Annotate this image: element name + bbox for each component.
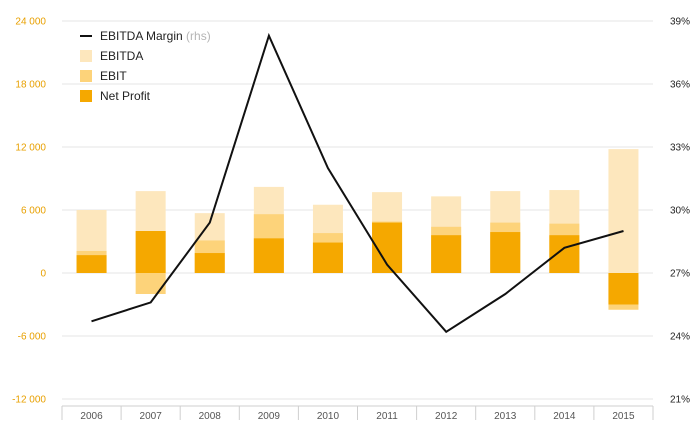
x-tick-label: 2015 <box>612 411 635 422</box>
y-right-tick-label: 30% <box>670 206 690 217</box>
bar-ebit <box>135 273 166 294</box>
x-tick-label: 2008 <box>199 411 222 422</box>
x-tick-label: 2013 <box>494 411 517 422</box>
bar-net-profit <box>490 232 521 273</box>
axes: -12 000 -6 000 0 6 000 12 000 18 000 24 000 21%… <box>12 17 690 423</box>
y-right-tick-label: 27% <box>670 269 690 280</box>
legend-swatch-ebitda <box>80 50 92 62</box>
bar-ebitda <box>608 149 639 273</box>
legend: EBITDA Margin (rhs) EBITDA EBIT Net Profit <box>80 29 211 103</box>
y-right-tick-label: 33% <box>670 143 690 154</box>
bar-net-profit <box>194 253 225 273</box>
legend-label-ebit: EBIT <box>100 69 127 83</box>
line-ebitda-margin <box>91 32 624 334</box>
y-left-tick-label: 6 000 <box>21 206 46 217</box>
y-left-tick-label: 12 000 <box>15 143 46 154</box>
x-tick-label: 2012 <box>435 411 458 422</box>
y-left-tick-label: 0 <box>40 269 46 280</box>
y-right-tick-label: 21% <box>670 395 690 406</box>
bar-net-profit <box>253 238 284 273</box>
y-right-tick-label: 39% <box>670 17 690 28</box>
x-tick-label: 2006 <box>80 411 103 422</box>
x-tick-label: 2009 <box>258 411 281 422</box>
y-left-tick-label: -6 000 <box>18 332 47 343</box>
y-left-tick-label: 18 000 <box>15 80 46 91</box>
y-left-tick-label: -12 000 <box>12 395 46 406</box>
legend-swatch-ebit <box>80 70 92 82</box>
legend-label-net-profit: Net Profit <box>100 89 151 103</box>
bars <box>76 149 639 310</box>
legend-label-ebitda-margin: EBITDA Margin (rhs) <box>100 29 211 43</box>
legend-rhs-suffix: (rhs) <box>186 29 211 43</box>
y-right-tick-label: 36% <box>670 80 690 91</box>
bar-net-profit <box>608 273 639 305</box>
bar-net-profit <box>76 255 107 273</box>
x-tick-label: 2007 <box>140 411 163 422</box>
x-tick-label: 2014 <box>553 411 576 422</box>
x-tick-label: 2010 <box>317 411 340 422</box>
bar-net-profit <box>431 235 462 273</box>
bar-net-profit <box>135 231 166 273</box>
x-tick-label: 2011 <box>376 411 398 422</box>
bar-net-profit <box>312 242 343 273</box>
y-right-tick-label: 24% <box>670 332 690 343</box>
legend-swatch-net-profit <box>80 90 92 102</box>
legend-label-ebitda: EBITDA <box>100 49 143 63</box>
y-left-tick-label: 24 000 <box>15 17 46 28</box>
bar-net-profit <box>549 235 580 273</box>
margin-line <box>91 32 624 334</box>
